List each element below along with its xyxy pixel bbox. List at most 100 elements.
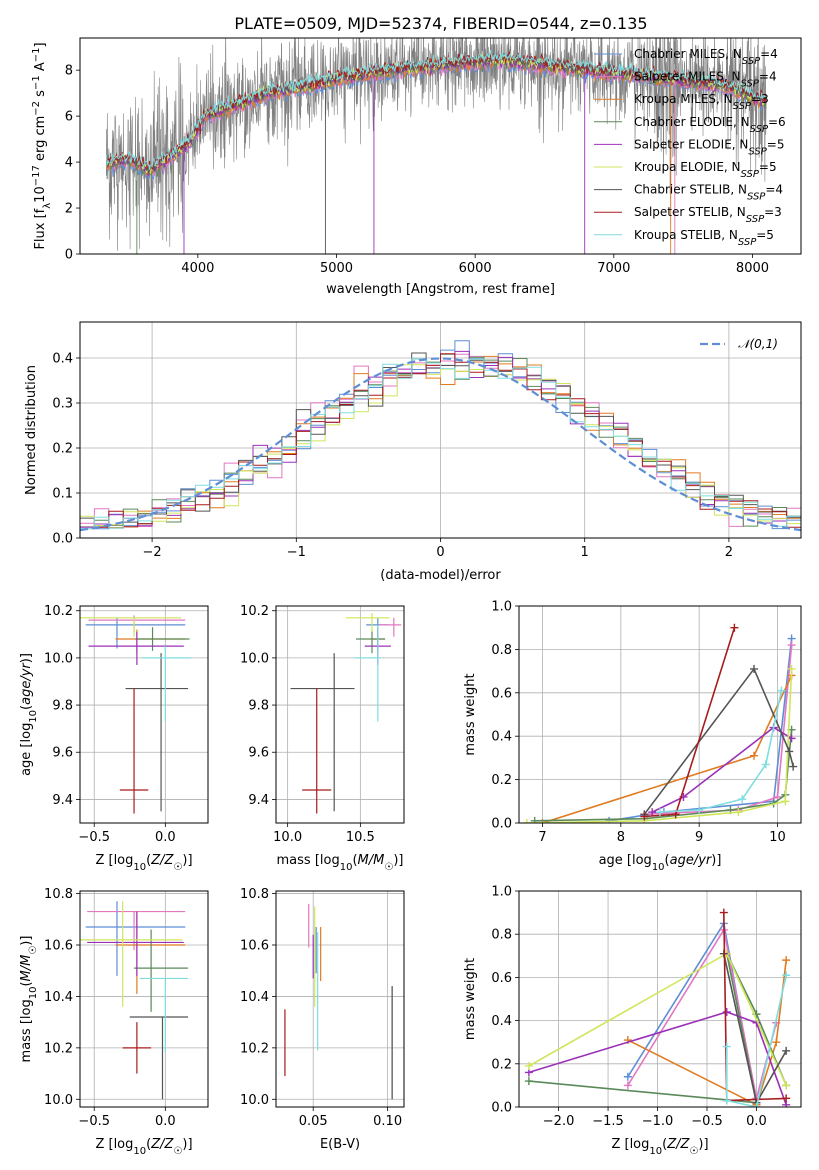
y-tick-label: 0.4 — [491, 1014, 512, 1029]
weight-point-marker — [782, 971, 791, 980]
legend-label: Chabrier MILES, NSSP=4 — [634, 47, 778, 67]
histogram-step-kroupa-miles — [80, 355, 801, 528]
errorbar-chabrier-stelib — [125, 653, 189, 812]
y-tick-label: 4 — [65, 156, 73, 171]
errorbar-kroupa-stelib — [354, 624, 381, 722]
x-tick-label: 0.10 — [373, 1114, 402, 1129]
normal-curve — [80, 357, 801, 532]
x-tick-label: −0.5 — [691, 1114, 723, 1129]
weight-point-marker — [777, 686, 786, 695]
y-tick-label: 9.4 — [52, 793, 73, 808]
mass-vs-Z-panel: −0.5 0.0 10.0 10.2 10.4 10.6 10.8 Z [log10(Z/Z☉… — [19, 887, 209, 1157]
errorbar-kroupa-elodie — [80, 901, 183, 1007]
errorbar-kroupa-elodie — [80, 617, 181, 637]
legend-label: Salpeter STELIB, NSSP=3 — [634, 205, 782, 225]
histogram-step-kroupa-stelib — [80, 358, 801, 529]
y-tick-label: 10.4 — [240, 990, 269, 1005]
x-axis-label: (data-model)/error — [380, 568, 501, 583]
weight-line-kroupa-miles — [627, 960, 787, 1106]
y-tick-label: 0.0 — [52, 532, 73, 547]
x-tick-label: 7 — [538, 830, 546, 845]
x-tick-label: 7000 — [597, 261, 630, 276]
x-tick-label: 8000 — [736, 261, 769, 276]
plot-frame — [79, 890, 209, 1108]
weight-line-salpeter-elodie — [651, 726, 793, 813]
legend-label: Salpeter ELODIE, NSSP=5 — [634, 137, 784, 157]
weight-line-chabrier-miles — [608, 638, 793, 822]
plot-frame — [518, 605, 802, 824]
y-tick-label: 6 — [65, 110, 73, 125]
x-axis-label: Z [log10(Z/Z☉)] — [611, 1137, 708, 1157]
weight-point-marker — [522, 819, 531, 823]
y-axis-label: mass weight — [463, 673, 478, 755]
y-tick-label: 0.6 — [491, 971, 512, 986]
x-tick-label: 0.0 — [746, 1114, 767, 1129]
weight-line-kroupa-miles — [542, 675, 793, 823]
x-tick-label: 0 — [436, 545, 444, 560]
weight-point-marker — [722, 1042, 731, 1051]
x-tick-label: 8 — [617, 830, 625, 845]
x-tick-label: 0.0 — [155, 1114, 176, 1129]
weight-point-marker — [738, 795, 747, 804]
weight-point-marker — [787, 664, 796, 673]
x-tick-label: 5000 — [320, 261, 353, 276]
x-tick-label: 0.05 — [299, 1114, 328, 1129]
y-tick-label: 9.6 — [248, 746, 269, 761]
y-tick-label: 0.4 — [491, 730, 512, 745]
plot-area — [80, 901, 189, 1100]
y-tick-label: 10.8 — [240, 887, 269, 902]
weight-point-marker — [782, 1046, 791, 1055]
errorbar-chabrier-stelib — [129, 1016, 189, 1100]
y-tick-label: 10.8 — [44, 887, 73, 902]
weight-point-marker — [722, 1007, 731, 1016]
weight-point-marker — [785, 747, 794, 756]
y-tick-label: 10.0 — [44, 1093, 73, 1108]
weight-line-kroupa-stelib — [726, 975, 787, 1107]
plot-area — [80, 340, 801, 532]
weight-point-marker — [787, 641, 796, 650]
errorbar-kroupa-miles — [115, 629, 186, 654]
errorbar-chabrier-elodie — [356, 629, 386, 654]
x-axis-label: Z [log10(Z/Z☉)] — [95, 853, 192, 873]
y-tick-label: 0.0 — [491, 817, 512, 832]
weight-point-marker — [761, 760, 770, 769]
x-tick-label: 10.0 — [273, 830, 302, 845]
y-tick-label: 9.6 — [52, 746, 73, 761]
histogram-step-salpeter-stelib — [80, 353, 801, 530]
errorbar-chabrier-miles — [85, 901, 186, 976]
legend-label: Kroupa MILES, NSSP=3 — [634, 92, 769, 112]
weight-vs-age-panel: 7 8 9 10 0.0 0.2 0.4 0.6 0.8 1.0 age [log10(age/yr… — [463, 600, 802, 873]
y-tick-label: 0.1 — [52, 487, 73, 502]
x-tick-label: 10 — [769, 830, 786, 845]
age-vs-Z-panel: −0.5 0.0 9.4 9.6 9.8 10.0 10.2 Z [log10(Z/Z☉)] a… — [19, 604, 209, 873]
x-tick-label: −0.5 — [78, 830, 110, 845]
weight-line-salpeter-miles — [644, 645, 793, 816]
plot-frame — [79, 605, 209, 824]
x-axis-label: E(B-V) — [320, 1137, 360, 1152]
y-axis-label: mass [log10(M/M☉)] — [19, 936, 39, 1063]
y-tick-label: 0.8 — [491, 928, 512, 943]
weight-point-marker — [734, 808, 743, 817]
weight-point-marker — [623, 1081, 632, 1090]
plot-frame — [79, 37, 802, 255]
plot-area — [105, 38, 767, 254]
plot-area — [284, 903, 393, 1100]
weight-point-marker — [781, 797, 790, 806]
y-tick-label: 0.4 — [52, 352, 73, 367]
y-tick-label: 10.0 — [240, 651, 269, 666]
weight-point-marker — [772, 1038, 781, 1047]
legend-label: 𝒩(0,1) — [738, 337, 778, 351]
y-axis-label: Flux [fλ10−17 erg cm−2 s−1 A−1] — [31, 42, 53, 249]
weight-point-marker — [750, 751, 758, 760]
errorbar-salpeter-miles — [87, 910, 186, 951]
weight-point-marker — [648, 808, 657, 817]
legend-label: Chabrier STELIB, NSSP=4 — [634, 183, 783, 203]
plot-frame — [275, 890, 405, 1108]
y-tick-label: 1.0 — [491, 600, 512, 615]
y-tick-label: 9.8 — [52, 699, 73, 714]
residual-histogram-panel: −2 −1 0 1 2 0.0 0.1 0.2 0.3 0.4 (data-model)/error… — [24, 321, 802, 583]
errorbar-kroupa-elodie — [345, 613, 390, 632]
weight-line-kroupa-stelib — [659, 690, 783, 813]
weight-point-marker — [750, 664, 758, 673]
legend-label: Chabrier ELODIE, NSSP=6 — [634, 115, 786, 135]
